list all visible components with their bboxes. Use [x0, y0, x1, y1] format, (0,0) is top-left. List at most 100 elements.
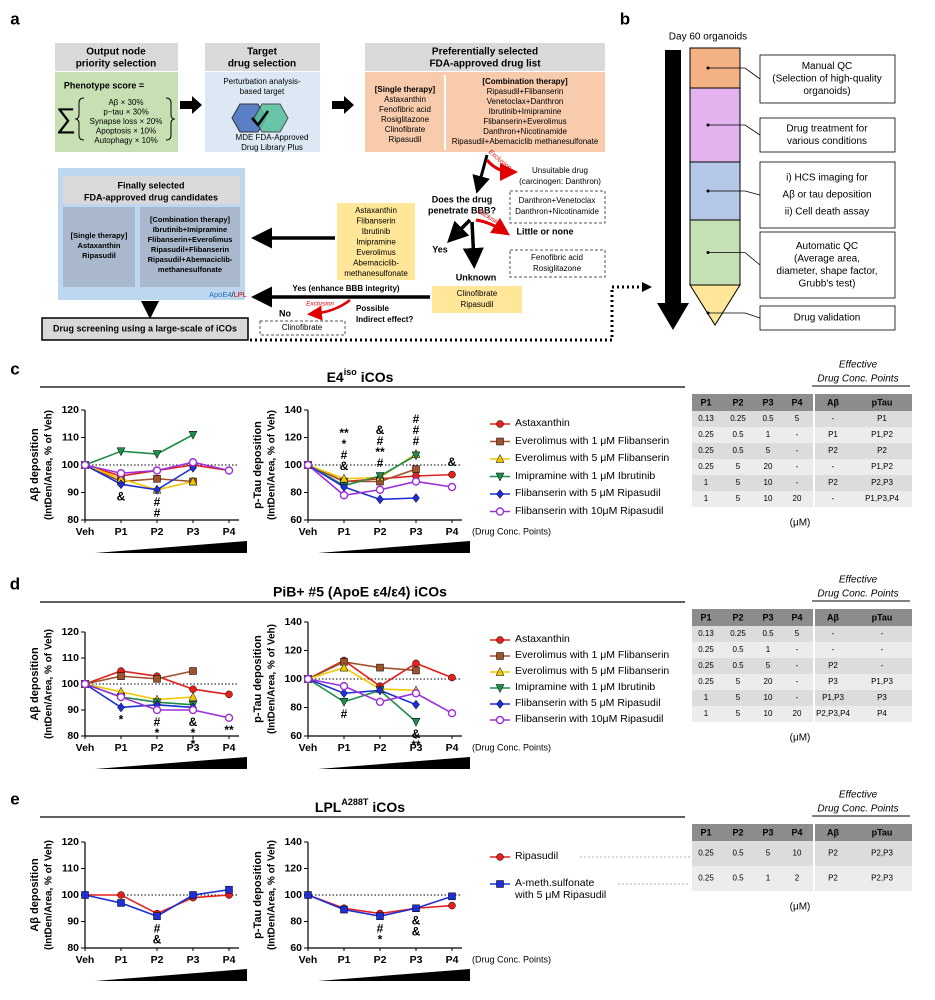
legend-entry: Flibanserin with 5 μM Ripasudil [515, 697, 661, 709]
series-line [84, 464, 194, 483]
data-point [375, 472, 385, 482]
label: Drug Conc. Points [817, 374, 898, 385]
y-tick-label: 100 [284, 459, 302, 471]
label: Abemaciclib- [353, 259, 399, 268]
label: penetrate BBB? [428, 205, 496, 215]
dashed-box [509, 249, 606, 278]
box-header: FDA-approved drug candidates [84, 192, 218, 202]
y-tick-label: 120 [284, 644, 302, 656]
label: Clinofibrate [282, 323, 323, 332]
box [365, 72, 605, 152]
arrow [472, 154, 490, 194]
significance-mark: * [342, 437, 347, 451]
label: Little or none [517, 226, 574, 236]
unit: (μM) [790, 733, 811, 744]
table-cell: 0.13 [698, 629, 714, 638]
table-cell: - [832, 494, 835, 503]
table-cell: 5 [736, 677, 741, 686]
y-tick-label: 90 [67, 915, 79, 927]
table-cell: 20 [793, 709, 802, 718]
label: Astaxanthin [355, 206, 397, 215]
legend-entry: Flibanserin with 5 μM Ripasudil [515, 487, 661, 499]
table-cell: 5 [795, 414, 800, 423]
significance-mark: # [341, 707, 348, 721]
series-line [84, 464, 194, 491]
title-part: LPL [315, 799, 342, 815]
label: Rosiglitazone [381, 115, 430, 124]
legend-marker [495, 666, 505, 676]
data-point [339, 662, 349, 672]
significance-mark: * [191, 737, 196, 751]
unit: (μM) [790, 902, 811, 913]
column-header: pTau [872, 612, 893, 622]
legend-entry: Everolimus with 1 μM Flibanserin [515, 435, 669, 447]
label: Aβ or tau deposition [782, 190, 871, 201]
key-part: / [232, 290, 235, 299]
table-cell: - [881, 645, 884, 654]
x-tick-label: P4 [223, 742, 236, 754]
label: organoids) [803, 86, 850, 97]
label: Ripasudil+Abemaciclib- [148, 255, 233, 264]
label: Rosiglitazone [533, 264, 582, 273]
brace [74, 97, 85, 141]
arrow [332, 96, 354, 114]
legend-entry: Imipramine with 1 μM Ibrutinib [515, 470, 655, 482]
table-cell: 0.25 [730, 414, 746, 423]
label: Apoptosis × 10% [96, 127, 156, 136]
y-tick-label: 110 [62, 431, 79, 443]
table-cell: 20 [764, 677, 773, 686]
data-point [303, 460, 313, 470]
table-cell: 0.25 [698, 661, 714, 670]
legend-marker [496, 420, 504, 428]
legend-label: Flibanserin with 5 μM Ripasudil [515, 487, 661, 499]
legend-entry: Flibanserin with 10μM Ripasudil [515, 713, 663, 725]
label: Perturbation analysis- [223, 77, 301, 86]
table-cell: 1 [704, 494, 709, 503]
data-point [411, 689, 421, 698]
legend-entry: A-meth.sulfonate with 5 μM Ripasudil [515, 877, 607, 901]
x-tick-label: P1 [115, 954, 128, 966]
legend-label: Astaxanthin [515, 633, 570, 645]
legend-entry: Astaxanthin [515, 633, 570, 645]
legend-label: Everolimus with 1 μM Flibanserin [515, 649, 670, 661]
data-point [117, 702, 125, 713]
table-cell: 0.5 [732, 446, 744, 455]
significance-mark: # [377, 434, 384, 448]
label: [Single therapy] [71, 231, 128, 240]
table-cell: 1 [766, 430, 771, 439]
box [55, 72, 178, 152]
data-point [152, 450, 162, 460]
exclusion-arrow [307, 299, 351, 321]
legend-label: Flibanserin with 10μM Ripasudil [515, 504, 664, 517]
box [205, 43, 320, 71]
data-point [375, 485, 385, 494]
legend-label: Everolimus with 5 μM Flibanserin [515, 452, 670, 464]
column-header: P1 [700, 827, 711, 837]
legend-label: Ripasudil [515, 850, 559, 862]
table-cell: 1 [766, 874, 771, 883]
y-axis-label: (IntDen/Area, % of Veh) [267, 410, 278, 520]
table-cell: P3 [877, 693, 887, 702]
y-tick-label: 80 [67, 942, 79, 954]
legend-entry: Everolimus with 5 μM Flibanserin [515, 665, 669, 677]
concentration-wedge [95, 757, 247, 769]
label: Ripasudil+Abemaciclib methanesulfonate [452, 137, 599, 146]
x-tick-label: P4 [446, 526, 459, 538]
legend-label: A-meth.sulfonate with 5 μM Ripasudil [515, 877, 607, 901]
label: Astaxanthin [78, 241, 121, 250]
y-tick-label: 90 [67, 486, 79, 498]
panel-label: c [10, 359, 19, 378]
table-cell: 20 [764, 462, 773, 471]
table-cell: 10 [764, 478, 773, 487]
arrow [657, 303, 689, 330]
data-point [153, 912, 161, 920]
concentration-wedge [318, 969, 470, 981]
label: (carcinogen: Danthron) [519, 177, 601, 186]
y-tick-label: 100 [61, 459, 79, 471]
series-line [84, 683, 194, 701]
significance-mark: * [119, 713, 124, 727]
significance-mark: & [153, 932, 162, 946]
table-header [692, 609, 912, 626]
data-point [448, 892, 456, 901]
table-cell: 0.25 [698, 645, 714, 654]
